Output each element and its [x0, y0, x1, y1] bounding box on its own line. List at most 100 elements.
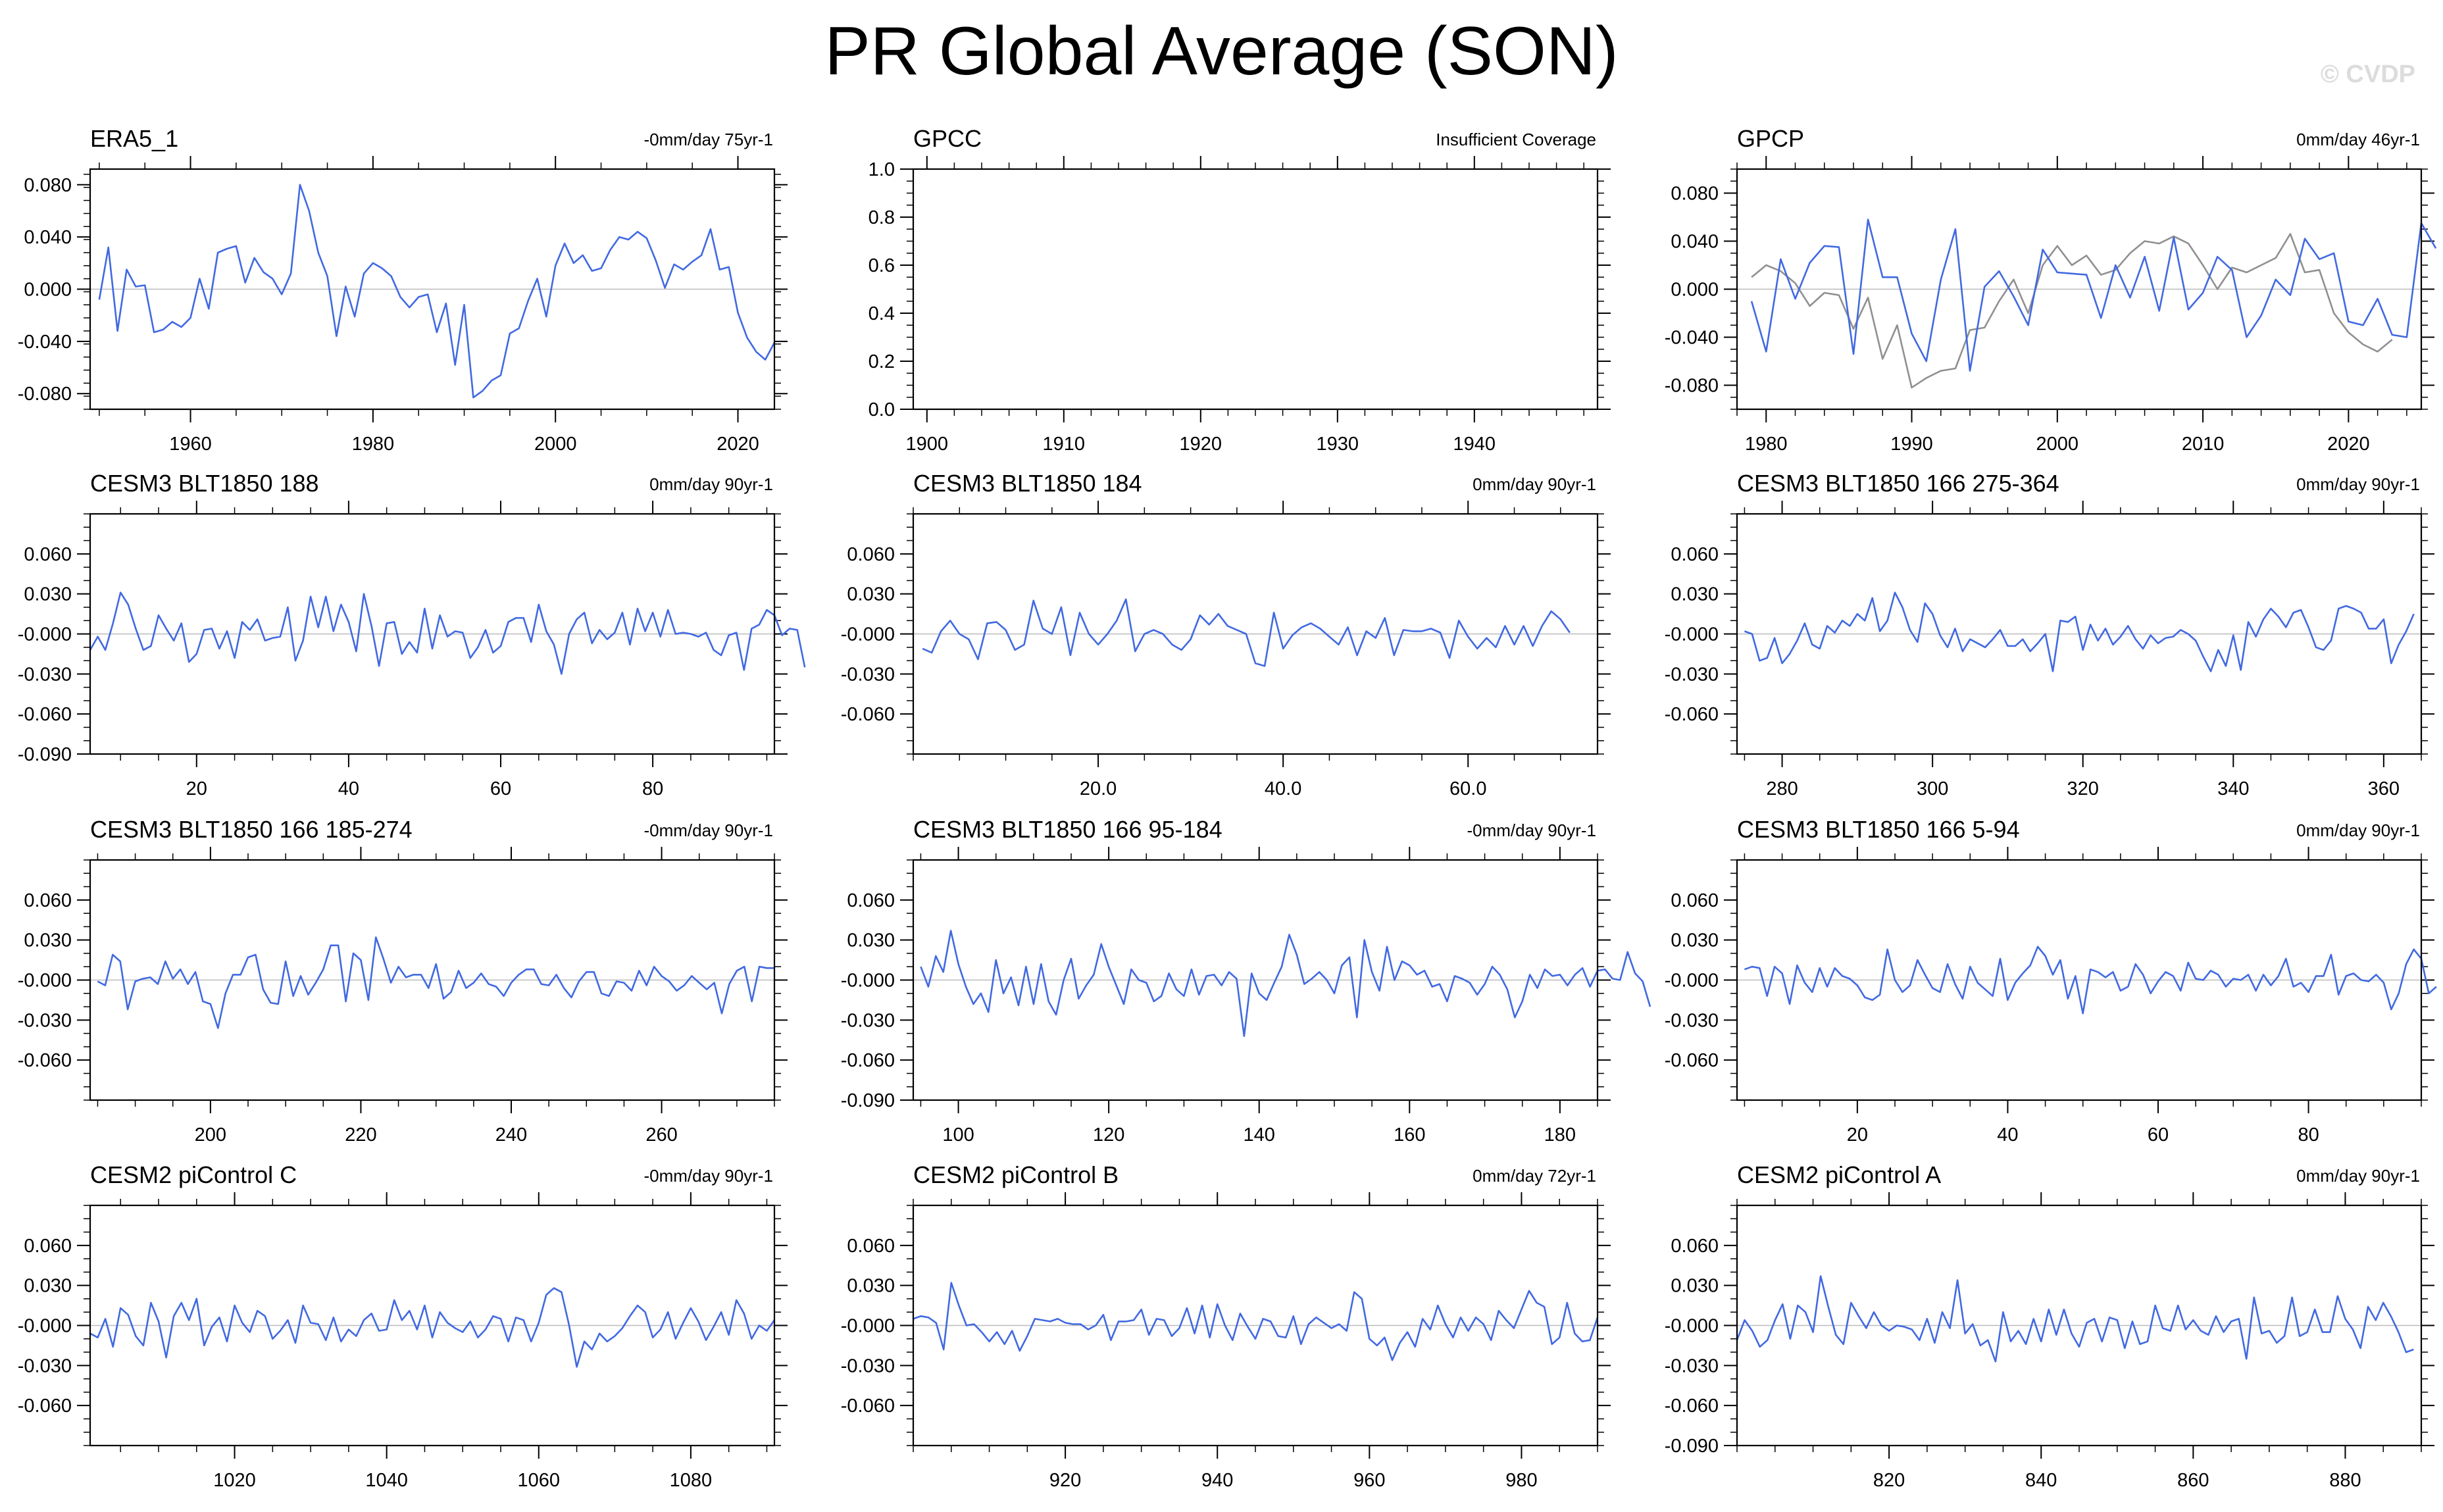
- trend-label: -0mm/day 90yr-1: [1467, 820, 1597, 840]
- trend-label: 0mm/day 90yr-1: [2296, 1166, 2420, 1186]
- x-tick-label: 80: [2298, 1124, 2319, 1146]
- y-tick-label: 0.2: [869, 351, 895, 372]
- y-tick-label: 0.060: [1671, 1236, 1719, 1257]
- y-tick-label: 0.8: [869, 207, 895, 228]
- x-tick-label: 840: [2025, 1470, 2057, 1491]
- panel-title: CESM2 piControl B: [913, 1161, 1119, 1188]
- x-tick-label: 1060: [518, 1470, 561, 1491]
- x-tick-label: 1940: [1453, 434, 1496, 455]
- panel-10: CESM2 piControl B 0mm/day 72yr-1 0.060 0.03…: [841, 1161, 1611, 1491]
- series-line-0: [97, 936, 774, 1029]
- plot-frame: [89, 168, 776, 411]
- x-tick-label: 1910: [1043, 434, 1086, 455]
- plot-frame: [912, 513, 1599, 755]
- panel-title: CESM3 BLT1850 184: [913, 470, 1142, 497]
- x-tick-label: 2000: [2036, 434, 2079, 455]
- y-tick-label: 0.000: [24, 280, 72, 301]
- y-tick-label: -0.000: [841, 970, 895, 992]
- y-tick-label: -0.090: [1665, 1436, 1719, 1457]
- x-tick-label: 80: [642, 778, 663, 799]
- panel-9: CESM2 piControl C -0mm/day 90yr-1 0.060 0.0…: [18, 1161, 788, 1491]
- panel-0: ERA5_1 -0mm/day 75yr-1 0.080 0.040 0.000 -0.0…: [18, 125, 788, 455]
- y-tick-label: 1.0: [869, 159, 895, 180]
- panel-title: CESM3 BLT1850 188: [90, 470, 319, 497]
- y-tick-label: -0.060: [1665, 1050, 1719, 1071]
- y-tick-label: -0.080: [1665, 376, 1719, 397]
- series-line-0: [913, 1282, 1599, 1361]
- trend-label: -0mm/day 90yr-1: [644, 1166, 774, 1186]
- plot-frame: [912, 859, 1599, 1101]
- watermark: © CVDP: [2320, 61, 2415, 88]
- y-tick-label: -0.000: [841, 624, 895, 645]
- y-tick-label: 0.4: [869, 303, 895, 324]
- x-tick-label: 40.0: [1265, 778, 1301, 799]
- y-tick-label: 0.030: [24, 584, 72, 605]
- trend-label: 0mm/day 90yr-1: [1473, 474, 1596, 494]
- x-tick-label: 1980: [1745, 434, 1788, 455]
- x-tick-label: 860: [2177, 1470, 2209, 1491]
- plot-frame: [912, 168, 1599, 411]
- trend-label: -0mm/day 75yr-1: [644, 130, 774, 149]
- series-line-0: [922, 598, 1571, 667]
- y-tick-label: -0.000: [1665, 1316, 1719, 1337]
- y-tick-label: -0.060: [841, 1050, 895, 1071]
- x-tick-label: 100: [942, 1124, 974, 1146]
- y-tick-label: -0.030: [18, 664, 72, 685]
- plot-frame: [89, 1204, 776, 1447]
- y-tick-label: 0.6: [869, 255, 895, 276]
- y-tick-label: 0.040: [1671, 232, 1719, 253]
- x-tick-label: 20: [1847, 1124, 1868, 1146]
- panel-title: CESM3 BLT1850 166 5-94: [1737, 816, 2020, 843]
- x-tick-label: 1900: [906, 434, 949, 455]
- panel-8: CESM3 BLT1850 166 5-94 0mm/day 90yr-1 0.06…: [1665, 816, 2437, 1146]
- y-tick-label: 0.080: [1671, 184, 1719, 205]
- y-tick-label: -0.030: [1665, 664, 1719, 685]
- y-tick-label: 0.060: [847, 890, 895, 911]
- panel-4: CESM3 BLT1850 184 0mm/day 90yr-1 0.060 0.03…: [841, 470, 1611, 799]
- plot-frame: [912, 1204, 1599, 1447]
- panel-6: CESM3 BLT1850 166 185-274 -0mm/day 90yr-1…: [18, 816, 788, 1146]
- trend-label: 0mm/day 90yr-1: [649, 474, 773, 494]
- y-tick-label: -0.060: [1665, 1396, 1719, 1417]
- series-line-0: [1744, 592, 2415, 672]
- figure-title: PR Global Average (SON): [824, 13, 1619, 89]
- y-tick-label: 0.030: [1671, 1276, 1719, 1297]
- y-tick-label: 0.030: [847, 584, 895, 605]
- x-tick-label: 2020: [2327, 434, 2370, 455]
- x-tick-label: 60: [490, 778, 511, 799]
- panel-title: CESM2 piControl A: [1737, 1161, 1941, 1188]
- x-tick-label: 960: [1353, 1470, 1385, 1491]
- panel-title: GPCP: [1737, 125, 1804, 152]
- x-tick-label: 40: [1997, 1124, 2018, 1146]
- y-tick-label: 0.030: [24, 930, 72, 951]
- panel-title: ERA5_1: [90, 125, 178, 152]
- trend-label: -0mm/day 90yr-1: [644, 820, 774, 840]
- y-tick-label: 0.030: [847, 930, 895, 951]
- trend-label: 0mm/day 90yr-1: [2296, 474, 2420, 494]
- y-tick-label: 0.030: [1671, 930, 1719, 951]
- x-tick-label: 1930: [1317, 434, 1359, 455]
- y-tick-label: -0.030: [841, 1355, 895, 1376]
- plot-frame: [1736, 513, 2423, 755]
- series-line-0: [920, 930, 1651, 1037]
- x-tick-label: 60.0: [1449, 778, 1486, 799]
- x-tick-label: 320: [2067, 778, 2099, 799]
- series-line-0: [1744, 945, 2437, 1015]
- y-tick-label: 0.060: [24, 890, 72, 911]
- y-tick-label: 0.0: [869, 399, 895, 420]
- panel-title: CESM3 BLT1850 166 185-274: [90, 816, 413, 843]
- y-tick-label: -0.060: [18, 1396, 72, 1417]
- x-tick-label: 300: [1917, 778, 1948, 799]
- x-tick-label: 940: [1201, 1470, 1233, 1491]
- y-tick-label: 0.060: [24, 544, 72, 565]
- x-tick-label: 980: [1505, 1470, 1537, 1491]
- y-tick-label: -0.000: [1665, 624, 1719, 645]
- x-tick-label: 160: [1394, 1124, 1425, 1146]
- y-tick-label: 0.060: [24, 1236, 72, 1257]
- y-tick-label: -0.030: [1665, 1010, 1719, 1031]
- plot-frame: [89, 513, 776, 755]
- x-tick-label: 180: [1544, 1124, 1576, 1146]
- y-tick-label: -0.000: [841, 1316, 895, 1337]
- x-tick-label: 140: [1244, 1124, 1275, 1146]
- series-line-1: [1751, 233, 2393, 389]
